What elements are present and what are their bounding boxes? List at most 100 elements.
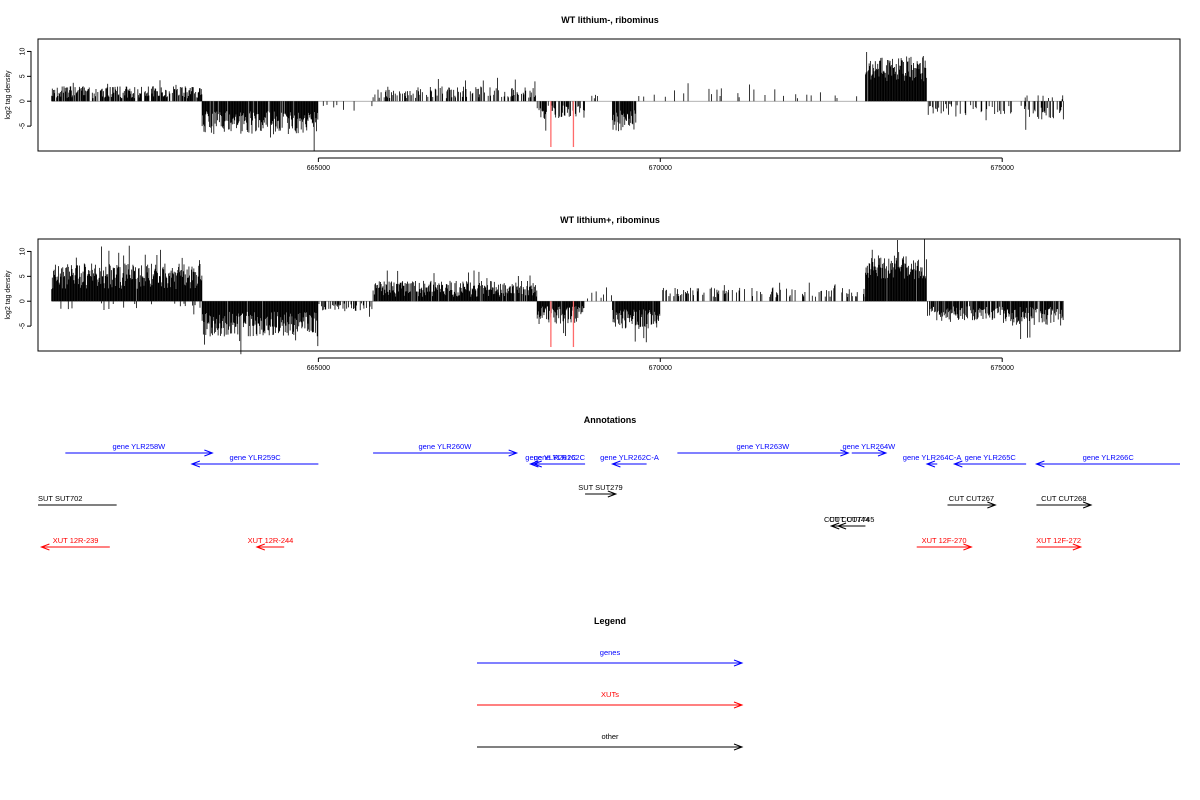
panel-title: WT lithium+, ribominus bbox=[560, 215, 660, 225]
arrow-head bbox=[963, 543, 973, 551]
feature-label: XUT 12R-244 bbox=[248, 536, 294, 545]
feature-label: SUT SUT279 bbox=[578, 483, 622, 492]
annotation-feature: CUT CUT745 bbox=[829, 515, 874, 530]
x-ticks: 665000 670000 675000 bbox=[307, 157, 1014, 172]
arrow-head bbox=[255, 543, 266, 551]
plot-frame bbox=[37, 38, 1181, 152]
arrow-head bbox=[733, 743, 744, 751]
annotation-feature: XUT 12R-239 bbox=[39, 536, 110, 551]
annotation-feature: gene YLR260W bbox=[373, 442, 519, 457]
annotation-feature: gene YLR258W bbox=[65, 442, 214, 457]
feature-label: gene YLR259C bbox=[230, 453, 282, 462]
y-tick-label: 0 bbox=[20, 299, 27, 303]
legend-title: Legend bbox=[594, 616, 626, 626]
annotation-feature: gene YLR264W bbox=[842, 442, 896, 457]
feature-label: gene YLR264W bbox=[842, 442, 896, 451]
feature-label: gene YLR260W bbox=[418, 442, 472, 451]
feature-label: CUT CUT744 bbox=[824, 515, 869, 524]
x-tick-label: 665000 bbox=[307, 365, 330, 372]
annotation-feature: gene YLR263W bbox=[677, 442, 850, 457]
arrow-head bbox=[1034, 460, 1045, 468]
feature-label: CUT CUT267 bbox=[949, 494, 994, 503]
y-axis-label: log2 tag density bbox=[5, 270, 12, 320]
y-ticks: -5 0 5 10 bbox=[20, 247, 31, 329]
arrow-head bbox=[733, 701, 744, 709]
legend-items: genes XUTs other bbox=[477, 648, 744, 751]
feature-label: gene YLR266C bbox=[1083, 453, 1135, 462]
x-tick-label: 665000 bbox=[307, 165, 330, 172]
arrow-head bbox=[829, 522, 840, 530]
annotation-feature: SUT SUT279 bbox=[578, 483, 623, 498]
arrow-head bbox=[952, 460, 963, 468]
arrow-head bbox=[528, 460, 539, 468]
feature-label: gene YLR261C bbox=[525, 453, 577, 462]
annotation-feature: gene YLR259C bbox=[190, 453, 319, 468]
y-axis: -5 0 5 10 log2 tag density bbox=[5, 247, 32, 329]
x-ticks: 665000 670000 675000 bbox=[307, 357, 1014, 372]
panel-title: WT lithium-, ribominus bbox=[561, 15, 659, 25]
arrow-head bbox=[204, 449, 214, 457]
annotation-feature: CUT CUT268 bbox=[1036, 494, 1093, 509]
x-tick-label: 675000 bbox=[991, 165, 1014, 172]
y-tick-label: -5 bbox=[20, 323, 27, 329]
annotation-feature: SUT SUT702 bbox=[38, 494, 117, 506]
y-tick-label: 0 bbox=[20, 99, 27, 103]
arrow-head bbox=[840, 449, 850, 457]
arrow-head bbox=[733, 659, 744, 667]
arrow-head bbox=[39, 543, 50, 551]
signal-bars bbox=[51, 239, 1064, 355]
legend-label: genes bbox=[600, 648, 621, 657]
arrow-head bbox=[508, 449, 519, 457]
legend-item: genes bbox=[477, 648, 744, 667]
feature-label: XUT 12R-239 bbox=[53, 536, 99, 545]
legend: Legend genes XUTs other bbox=[477, 616, 744, 751]
annotation-feature: gene YLR266C bbox=[1034, 453, 1180, 468]
legend-label: XUTs bbox=[601, 690, 619, 699]
y-tick-label: 10 bbox=[20, 47, 27, 55]
y-axis-label: log2 tag density bbox=[5, 70, 12, 120]
track-panel-lithium-minus: WT lithium-, ribominus -5 0 5 10 log2 tag d… bbox=[5, 15, 1181, 172]
feature-label: XUT 12F-270 bbox=[922, 536, 967, 545]
annotation-feature: gene YLR264C-A bbox=[903, 453, 961, 468]
feature-label: CUT CUT268 bbox=[1041, 494, 1086, 503]
arrow-head bbox=[925, 460, 936, 468]
feature-label: SUT SUT702 bbox=[38, 494, 82, 503]
annotation-feature: XUT 12R-244 bbox=[248, 536, 294, 551]
arrow-head bbox=[1082, 501, 1093, 509]
y-axis: -5 0 5 10 log2 tag density bbox=[5, 47, 32, 129]
feature-label: gene YLR262C-A bbox=[600, 453, 659, 462]
x-axis: 665000 670000 675000 bbox=[307, 157, 1014, 172]
legend-label: other bbox=[601, 732, 619, 741]
arrow-head bbox=[877, 449, 888, 457]
y-ticks: -5 0 5 10 bbox=[20, 47, 31, 129]
arrow-head bbox=[1072, 543, 1083, 551]
feature-label: gene YLR258W bbox=[112, 442, 166, 451]
feature-label: gene YLR262C bbox=[534, 453, 586, 462]
y-tick-label: -5 bbox=[20, 123, 27, 129]
arrow-head bbox=[836, 522, 847, 530]
feature-track: gene YLR258W gene YLR259C gene YLR260W gene… bbox=[38, 442, 1180, 551]
y-tick-label: 5 bbox=[20, 74, 27, 78]
feature-label: XUT 12F-272 bbox=[1036, 536, 1081, 545]
annotation-feature: gene YLR265C bbox=[952, 453, 1027, 468]
annotation-feature: gene YLR262C bbox=[532, 453, 586, 468]
annotations-title: Annotations bbox=[584, 415, 637, 425]
x-tick-label: 670000 bbox=[649, 365, 672, 372]
legend-item: XUTs bbox=[477, 690, 744, 709]
annotation-feature: XUT 12F-272 bbox=[1036, 536, 1083, 551]
feature-label: gene YLR265C bbox=[965, 453, 1017, 462]
arrow-head bbox=[532, 460, 542, 468]
y-tick-label: 5 bbox=[20, 274, 27, 278]
feature-label: gene YLR263W bbox=[736, 442, 790, 451]
arrow-head bbox=[610, 460, 621, 468]
annotation-feature: XUT 12F-270 bbox=[916, 536, 973, 551]
feature-label: CUT CUT745 bbox=[829, 515, 874, 524]
x-axis: 665000 670000 675000 bbox=[307, 357, 1014, 372]
plot-frame bbox=[37, 238, 1181, 352]
annotation-feature: CUT CUT267 bbox=[947, 494, 997, 509]
x-tick-label: 670000 bbox=[649, 165, 672, 172]
y-tick-label: 10 bbox=[20, 247, 27, 255]
legend-item: other bbox=[477, 732, 744, 751]
